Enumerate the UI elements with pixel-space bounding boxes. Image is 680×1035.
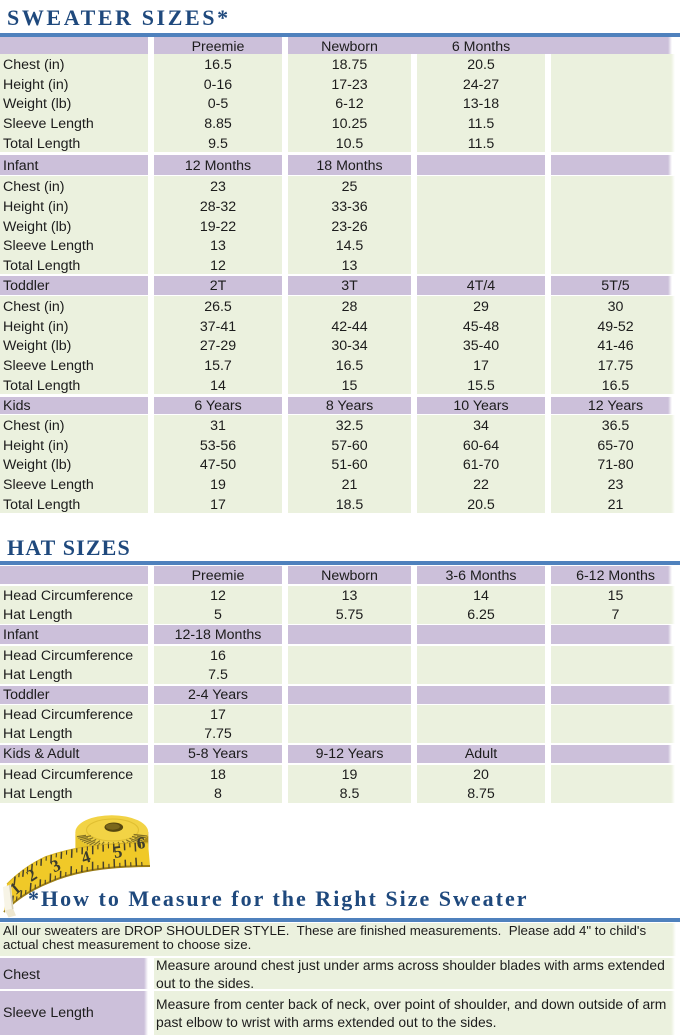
svg-text:6: 6 — [136, 833, 146, 853]
svg-text:5: 5 — [112, 842, 123, 862]
